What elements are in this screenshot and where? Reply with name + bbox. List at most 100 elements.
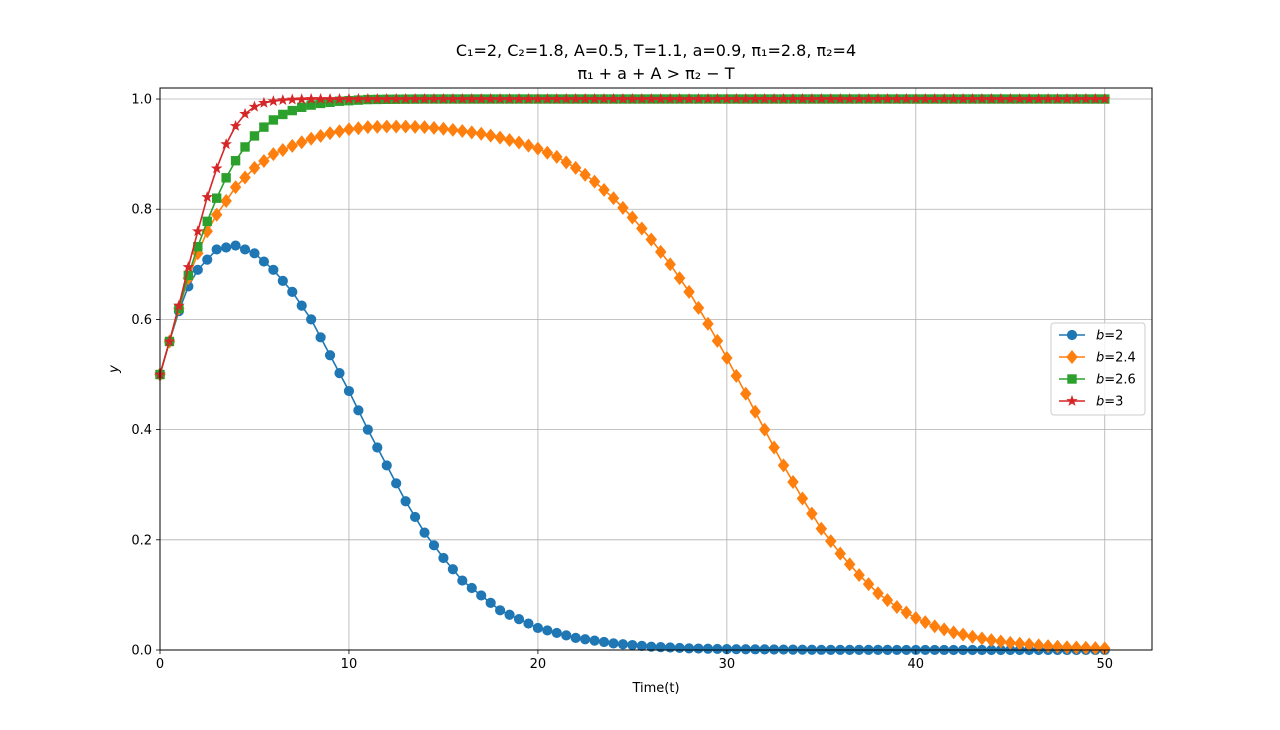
- legend-label: b=2.4: [1096, 351, 1136, 366]
- y-tick-label: 1.0: [131, 93, 152, 108]
- data-point: [240, 142, 250, 152]
- data-point: [267, 147, 280, 162]
- legend-entry: b=2: [1059, 329, 1123, 344]
- data-point: [825, 92, 837, 104]
- data-point: [598, 636, 610, 648]
- data-point: [617, 92, 629, 104]
- data-point: [730, 92, 743, 104]
- data-point: [664, 92, 676, 104]
- data-point: [777, 92, 790, 104]
- data-point: [588, 92, 601, 104]
- data-point: [636, 640, 647, 651]
- data-point: [541, 145, 554, 160]
- data-point: [173, 299, 185, 311]
- data-point: [437, 121, 450, 136]
- data-point: [881, 92, 894, 104]
- data-point: [617, 200, 629, 215]
- legend-entry: b=2.6: [1059, 373, 1136, 388]
- y-tick-label: 0.0: [131, 644, 152, 659]
- data-point: [580, 634, 591, 645]
- data-point: [957, 627, 969, 642]
- data-point: [286, 93, 299, 105]
- data-point: [702, 92, 714, 104]
- x-tick-label: 20: [530, 657, 547, 672]
- data-point: [607, 92, 620, 104]
- data-point: [324, 350, 336, 361]
- data-point: [229, 180, 242, 195]
- data-point: [258, 256, 270, 267]
- data-point: [815, 521, 828, 536]
- data-point: [230, 240, 241, 251]
- data-point: [324, 126, 336, 141]
- data-point: [843, 557, 856, 572]
- data-point: [702, 643, 714, 654]
- data-point: [730, 368, 743, 383]
- data-point: [211, 244, 222, 255]
- x-tick-label: 30: [719, 657, 736, 672]
- data-point: [1042, 92, 1054, 104]
- data-point: [343, 385, 355, 397]
- data-point: [1023, 637, 1035, 652]
- legend-label: b=2: [1096, 329, 1123, 344]
- data-point: [1032, 92, 1045, 104]
- data-point: [362, 424, 373, 435]
- data-point: [503, 92, 516, 104]
- data-point: [277, 94, 289, 106]
- data-point: [966, 92, 979, 104]
- data-point: [740, 386, 752, 401]
- data-point: [399, 119, 412, 134]
- data-point: [418, 120, 431, 135]
- data-point: [617, 639, 629, 650]
- data-point: [306, 314, 317, 325]
- data-point: [1080, 92, 1092, 104]
- data-point: [221, 173, 231, 183]
- data-point: [806, 506, 818, 521]
- data-point: [1080, 640, 1092, 655]
- legend-label: b=2.6: [1096, 373, 1136, 388]
- data-point: [532, 92, 544, 104]
- data-point: [220, 193, 232, 208]
- chart-title-line1: C₁=2, C₂=1.8, A=0.5, T=1.1, a=0.9, π₁=2.…: [456, 41, 856, 60]
- data-point: [976, 631, 988, 646]
- data-point: [268, 115, 279, 125]
- data-point: [900, 605, 913, 620]
- data-point: [750, 644, 761, 655]
- data-point: [287, 105, 297, 116]
- data-point: [542, 625, 553, 636]
- data-point: [1042, 639, 1054, 654]
- data-point: [202, 216, 212, 227]
- data-point: [305, 131, 317, 146]
- data-point: [428, 120, 440, 135]
- data-point: [314, 128, 327, 143]
- data-point: [626, 92, 639, 104]
- data-point: [475, 126, 487, 141]
- data-point: [749, 404, 761, 419]
- data-point: [305, 92, 317, 104]
- data-point: [796, 491, 809, 506]
- data-point: [645, 232, 658, 247]
- data-point: [314, 92, 327, 104]
- data-point: [362, 92, 374, 104]
- data-point: [560, 92, 573, 104]
- data-point: [484, 128, 497, 143]
- x-tick-label: 40: [908, 657, 925, 672]
- data-point: [598, 182, 610, 197]
- data-point: [560, 155, 572, 170]
- data-point: [297, 102, 307, 112]
- data-point: [249, 248, 260, 259]
- data-point: [1099, 92, 1111, 104]
- data-point: [523, 618, 534, 629]
- data-point: [608, 638, 619, 649]
- data-point: [352, 92, 365, 104]
- data-point: [1089, 92, 1102, 104]
- data-point: [711, 333, 724, 348]
- data-point: [569, 92, 582, 104]
- data-point: [466, 92, 478, 104]
- data-point: [1051, 92, 1064, 104]
- data-point: [457, 575, 468, 586]
- data-point: [447, 92, 459, 104]
- data-point: [277, 275, 288, 286]
- data-point: [258, 96, 270, 108]
- data-point: [1013, 92, 1026, 104]
